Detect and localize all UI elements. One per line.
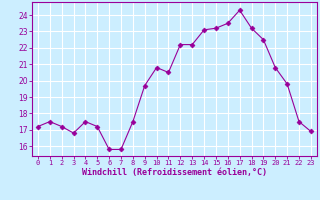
X-axis label: Windchill (Refroidissement éolien,°C): Windchill (Refroidissement éolien,°C) (82, 168, 267, 177)
